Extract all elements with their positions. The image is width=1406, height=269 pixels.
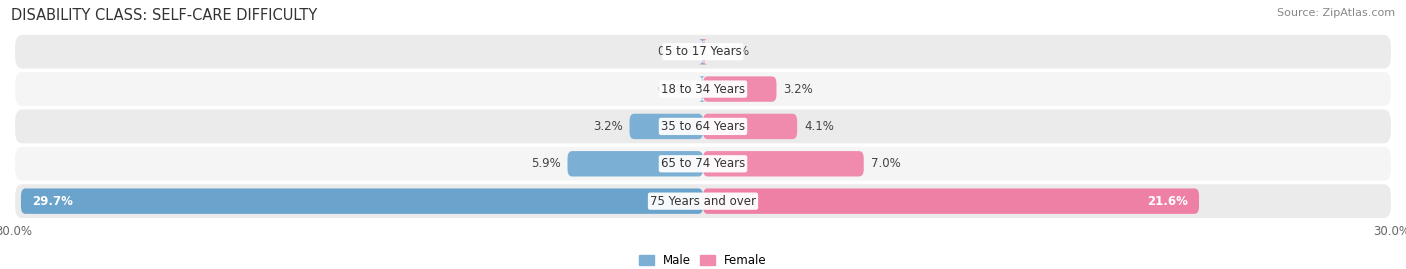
Text: DISABILITY CLASS: SELF-CARE DIFFICULTY: DISABILITY CLASS: SELF-CARE DIFFICULTY	[11, 8, 318, 23]
FancyBboxPatch shape	[703, 76, 776, 102]
FancyBboxPatch shape	[699, 39, 706, 64]
FancyBboxPatch shape	[14, 71, 1392, 107]
Text: 35 to 64 Years: 35 to 64 Years	[661, 120, 745, 133]
Text: 18 to 34 Years: 18 to 34 Years	[661, 83, 745, 95]
FancyBboxPatch shape	[568, 151, 703, 176]
Text: 3.2%: 3.2%	[783, 83, 813, 95]
Text: 0.09%: 0.09%	[711, 45, 749, 58]
FancyBboxPatch shape	[21, 189, 703, 214]
Text: 3.2%: 3.2%	[593, 120, 623, 133]
Legend: Male, Female: Male, Female	[640, 254, 766, 267]
FancyBboxPatch shape	[703, 151, 863, 176]
FancyBboxPatch shape	[630, 114, 703, 139]
FancyBboxPatch shape	[14, 146, 1392, 182]
FancyBboxPatch shape	[14, 108, 1392, 144]
FancyBboxPatch shape	[14, 183, 1392, 219]
Text: 65 to 74 Years: 65 to 74 Years	[661, 157, 745, 170]
Text: 5.9%: 5.9%	[531, 157, 561, 170]
Text: Source: ZipAtlas.com: Source: ZipAtlas.com	[1277, 8, 1395, 18]
Text: 21.6%: 21.6%	[1147, 195, 1188, 208]
FancyBboxPatch shape	[14, 34, 1392, 70]
Text: 0.06%: 0.06%	[658, 45, 695, 58]
FancyBboxPatch shape	[699, 76, 706, 102]
Text: 75 Years and over: 75 Years and over	[650, 195, 756, 208]
Text: 7.0%: 7.0%	[870, 157, 900, 170]
Text: 4.1%: 4.1%	[804, 120, 834, 133]
FancyBboxPatch shape	[703, 114, 797, 139]
Text: 29.7%: 29.7%	[32, 195, 73, 208]
Text: 0.08%: 0.08%	[657, 83, 695, 95]
FancyBboxPatch shape	[700, 39, 707, 64]
Text: 5 to 17 Years: 5 to 17 Years	[665, 45, 741, 58]
FancyBboxPatch shape	[703, 189, 1199, 214]
